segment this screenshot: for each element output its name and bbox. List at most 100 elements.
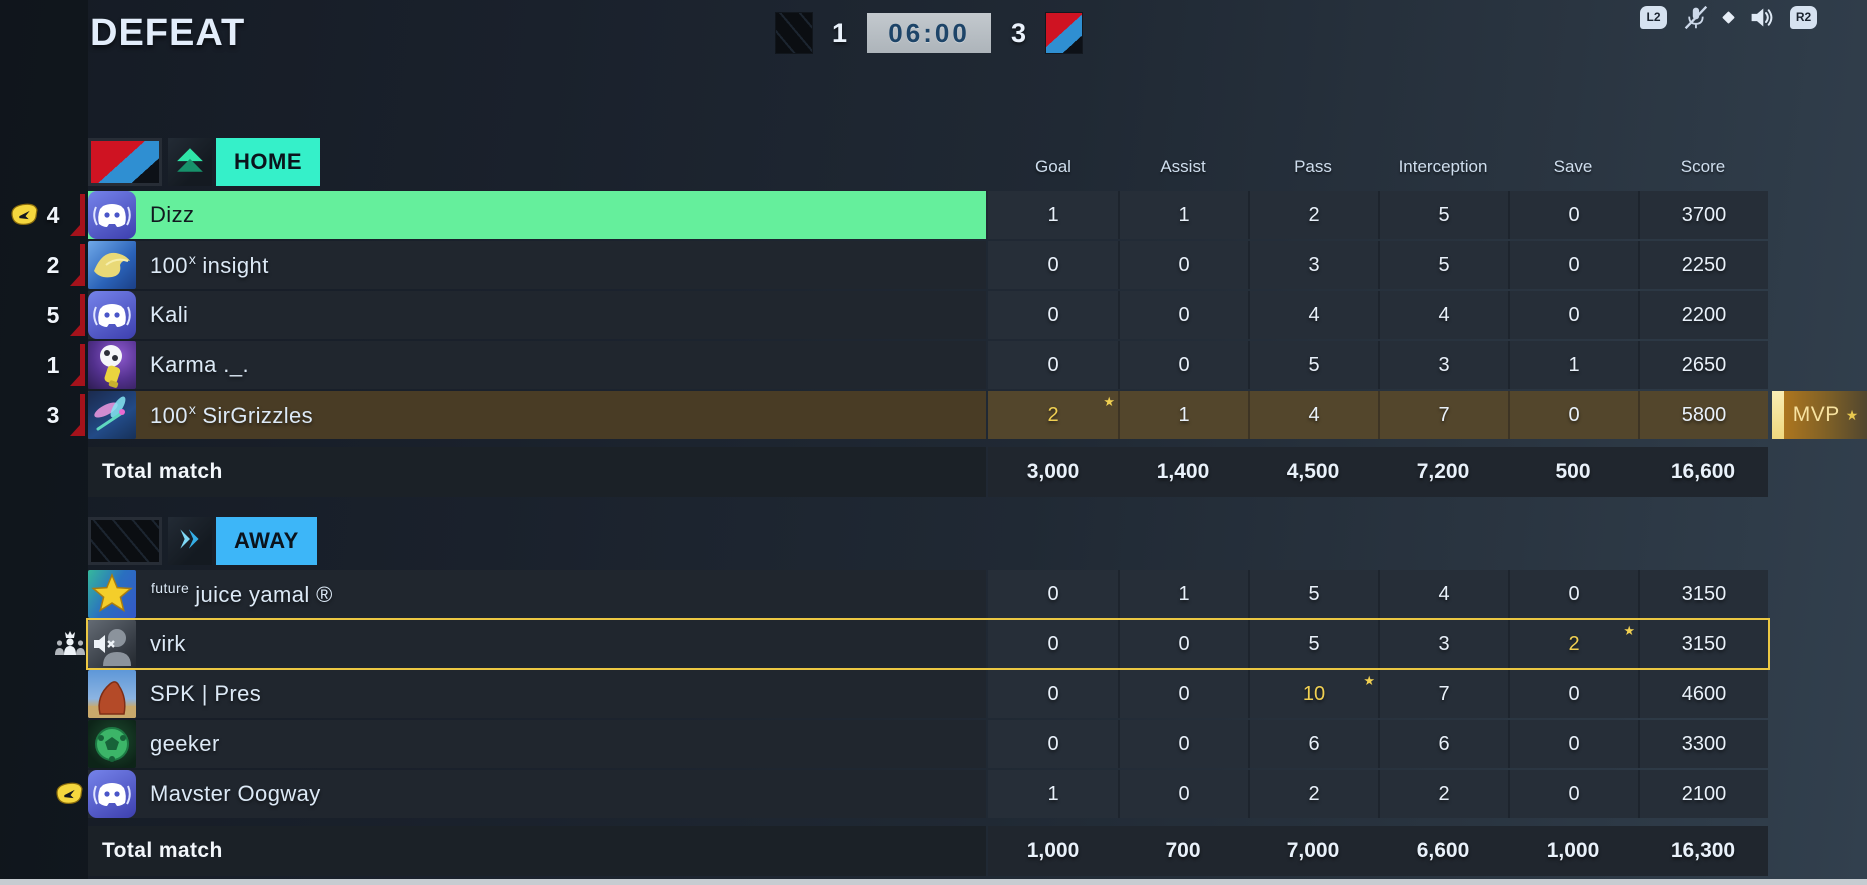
- stat-value: 7: [1438, 682, 1450, 705]
- r2-button: R2: [1790, 5, 1817, 29]
- stat-value: 7: [1438, 403, 1450, 426]
- stat-value: 3: [1438, 632, 1450, 655]
- stat-pass: 4: [1248, 391, 1378, 439]
- player-name-cell: Karma ._.: [88, 341, 986, 389]
- stat-assist: 0: [1118, 341, 1248, 389]
- column-header-score: Score: [1680, 157, 1726, 176]
- player-row[interactable]: 1 Karma ._. 0 0 5 3 1 2650: [47, 341, 1768, 389]
- stat-value: 0: [1047, 632, 1059, 655]
- player-row[interactable]: virk 0 0 5 3 2 ★ 3150: [55, 618, 1770, 670]
- team-label-home: HOME: [216, 138, 320, 186]
- player-name-cell: 100x SirGrizzles: [88, 391, 986, 439]
- stat-pass: 2: [1248, 191, 1378, 239]
- column-header-interception: Interception: [1398, 157, 1488, 176]
- stat-value: 0: [1568, 203, 1580, 226]
- stat-value: 3: [1308, 253, 1320, 276]
- avatar-bird-icon: [88, 241, 136, 289]
- player-stats: 0 1 5 4 0 3150: [988, 570, 1768, 618]
- player-name-text: Kali: [150, 302, 189, 327]
- red-rank-bracket-icon: [70, 194, 86, 236]
- stat-value: 1: [1178, 403, 1190, 426]
- stat-save: 1: [1508, 341, 1638, 389]
- stat-value: 2: [1047, 403, 1059, 426]
- player-row[interactable]: 5 Kali 0 0 4 4 0 2200: [47, 291, 1768, 339]
- right-score: 3: [1011, 17, 1027, 48]
- player-name-text: Dizz: [150, 202, 195, 227]
- stat-score: 2200: [1638, 291, 1768, 339]
- stat-pass: 5: [1248, 620, 1378, 668]
- player-name: future juice yamal ®: [150, 580, 333, 608]
- stat-goal: 0: [988, 720, 1118, 768]
- player-name-cell: Dizz: [88, 191, 986, 239]
- player-name-cell: Mavster Oogway: [88, 770, 986, 818]
- stat-goal: 1: [988, 191, 1118, 239]
- player-name-text: virk: [150, 631, 186, 656]
- stat-value: 4600: [1681, 682, 1727, 705]
- best-stat-star-icon: ★: [1363, 673, 1375, 688]
- mic-muted-icon: [1682, 4, 1709, 31]
- away-team-flag: [776, 13, 812, 53]
- stat-value: 4: [1438, 303, 1450, 326]
- stat-value: 5800: [1681, 403, 1727, 426]
- player-row[interactable]: SPK | Pres 0 0 10 ★ 7 0 4600: [88, 670, 1768, 718]
- avatar-soccer-green-icon: [88, 720, 136, 768]
- l2-button: L2: [1640, 5, 1667, 29]
- mvp-label: MVP: [1792, 403, 1840, 426]
- player-name-text: SPK | Pres: [150, 681, 262, 706]
- player-row[interactable]: Mavster Oogway 1 0 2 2 0 2100: [56, 770, 1768, 818]
- team-label-away: AWAY: [216, 517, 317, 565]
- match-scorebar: 1 06:00 3: [776, 13, 1083, 53]
- bottom-progress-bar: [0, 879, 1867, 885]
- stat-score: 2650: [1638, 341, 1768, 389]
- player-name-cell: geeker: [88, 720, 986, 768]
- red-rank-bracket-icon: [70, 344, 86, 386]
- stat-value: 3700: [1681, 203, 1727, 226]
- stat-score: 3300: [1638, 720, 1768, 768]
- stat-interception: 5: [1378, 241, 1508, 289]
- best-stat-star-icon: ★: [1623, 623, 1635, 638]
- player-row[interactable]: 2 100x insight 0 0 3 5 0 2250: [47, 241, 1768, 289]
- player-stats: 1 1 2 5 0 3700: [988, 191, 1768, 239]
- stat-interception: 3: [1378, 620, 1508, 668]
- player-row[interactable]: future juice yamal ® 0 1 5 4 0 3150: [88, 570, 1768, 618]
- player-rank-number: 4: [46, 201, 60, 228]
- stat-value: 1: [1568, 353, 1580, 376]
- avatar-muted-head-icon: [88, 620, 136, 668]
- stat-value: 0: [1178, 782, 1190, 805]
- player-name: Kali: [150, 302, 188, 328]
- total-interception: 7,200: [1416, 460, 1470, 483]
- stat-pass: 2: [1248, 770, 1378, 818]
- stat-score: 3150: [1638, 570, 1768, 618]
- away-team-flag: [88, 517, 162, 565]
- stat-score: 3700: [1638, 191, 1768, 239]
- red-rank-bracket-icon: [70, 294, 86, 336]
- stat-assist: 0: [1118, 670, 1248, 718]
- stat-assist: 0: [1118, 620, 1248, 668]
- mvp-star-icon: ★: [1845, 406, 1859, 423]
- stat-assist: 1: [1118, 191, 1248, 239]
- total-interception: 6,600: [1416, 839, 1470, 862]
- diamond-separator-icon: [1722, 10, 1735, 24]
- stat-value: 3: [1438, 353, 1450, 376]
- stat-value: 2250: [1681, 253, 1727, 276]
- total-pass: 7,000: [1286, 839, 1340, 862]
- player-row[interactable]: 4 Dizz 1 1 2 5 0 3700: [11, 191, 1768, 239]
- stat-interception: 5: [1378, 191, 1508, 239]
- party-leader-icon: [55, 626, 85, 658]
- clan-tag-sup: future: [151, 580, 190, 596]
- player-row[interactable]: 3 100x SirGrizzles 2 ★ 1 4 7 0 5800 MVP ★: [47, 391, 1867, 439]
- stat-save: 0: [1508, 241, 1638, 289]
- player-stats: 0 0 5 3 1 2650: [988, 341, 1768, 389]
- stat-assist: 0: [1118, 241, 1248, 289]
- mvp-badge: MVP ★: [1772, 391, 1867, 439]
- stat-score: 3150: [1638, 620, 1768, 668]
- player-row[interactable]: geeker 0 0 6 6 0 3300: [88, 720, 1768, 768]
- avatar-rock-icon: [88, 670, 136, 718]
- team-section-home: HOME Goal Assist Pass Interception Save Score 4…: [11, 137, 1867, 497]
- player-name: SPK | Pres: [150, 681, 261, 707]
- stat-score: 4600: [1638, 670, 1768, 718]
- clan-tag: 100: [150, 403, 188, 428]
- total-match-stats: 1,000 700 7,000 6,600 1,000 16,300: [988, 826, 1768, 876]
- player-name-text: juice yamal ®: [195, 582, 333, 607]
